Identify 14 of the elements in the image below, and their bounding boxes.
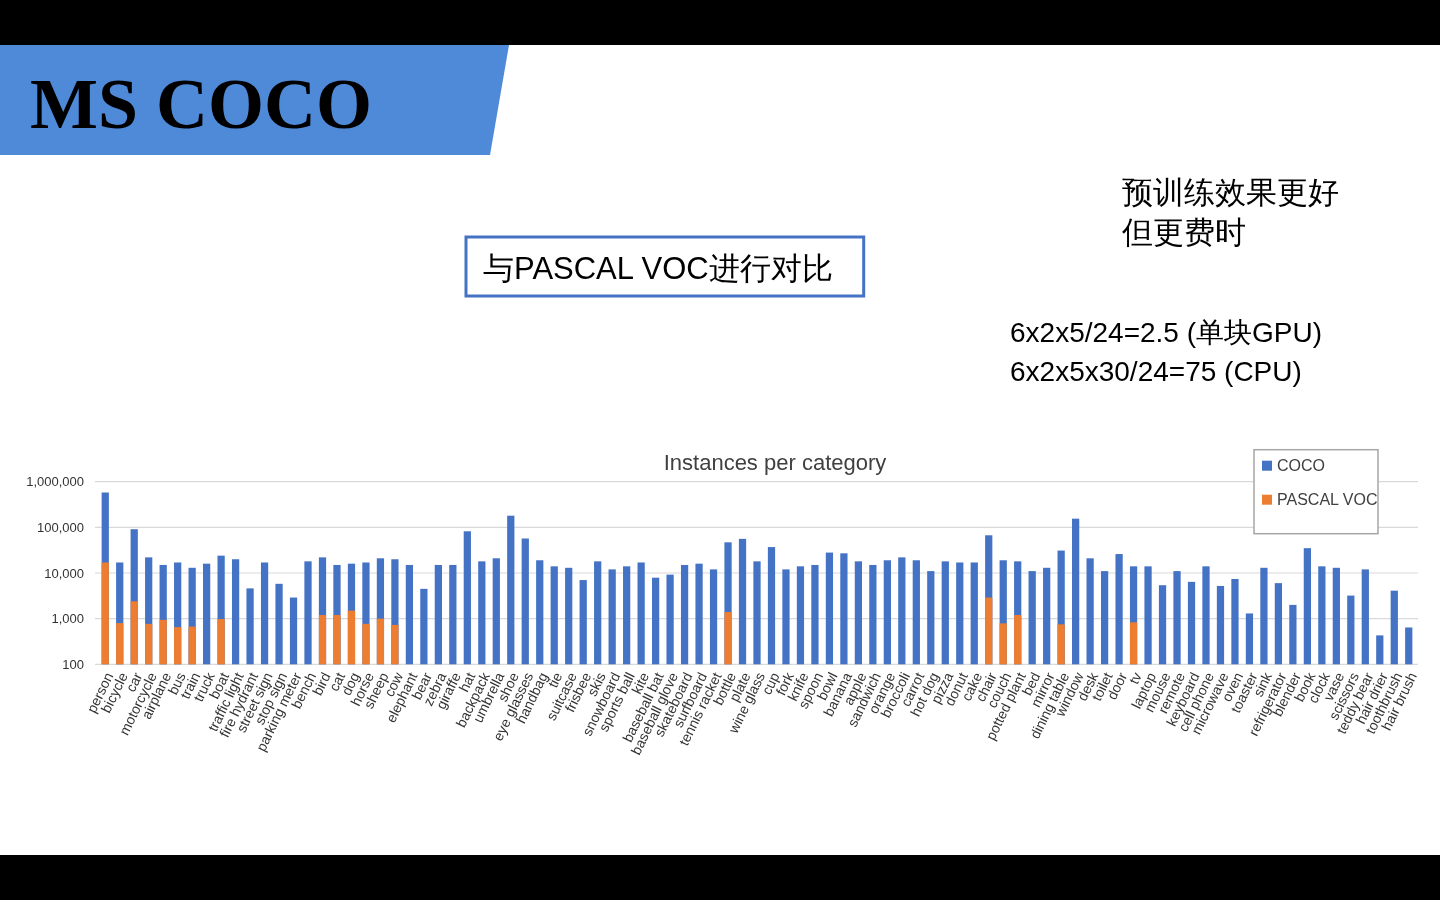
legend-label: PASCAL VOC xyxy=(1277,491,1378,509)
text: 6x2x5/24=2.5 (单块GPU) xyxy=(1010,317,1323,348)
text: MS COCO xyxy=(30,64,372,144)
legend-label: COCO xyxy=(1277,457,1325,475)
chart-title: Instances per category xyxy=(663,450,887,475)
y-tick-label: 10,000 xyxy=(44,565,84,581)
y-tick-label: 100 xyxy=(62,656,84,672)
text: 预训练效果更好 xyxy=(1122,175,1339,210)
y-tick-label: 1,000 xyxy=(51,611,84,627)
y-tick-label: 100,000 xyxy=(37,519,84,535)
text: 但更费时 xyxy=(1122,215,1246,250)
text: 与PASCAL VOC进行对比 xyxy=(483,251,833,286)
y-tick-label: 1,000,000 xyxy=(26,474,84,490)
text: 6x2x5x30/24=75 (CPU) xyxy=(1010,356,1302,387)
